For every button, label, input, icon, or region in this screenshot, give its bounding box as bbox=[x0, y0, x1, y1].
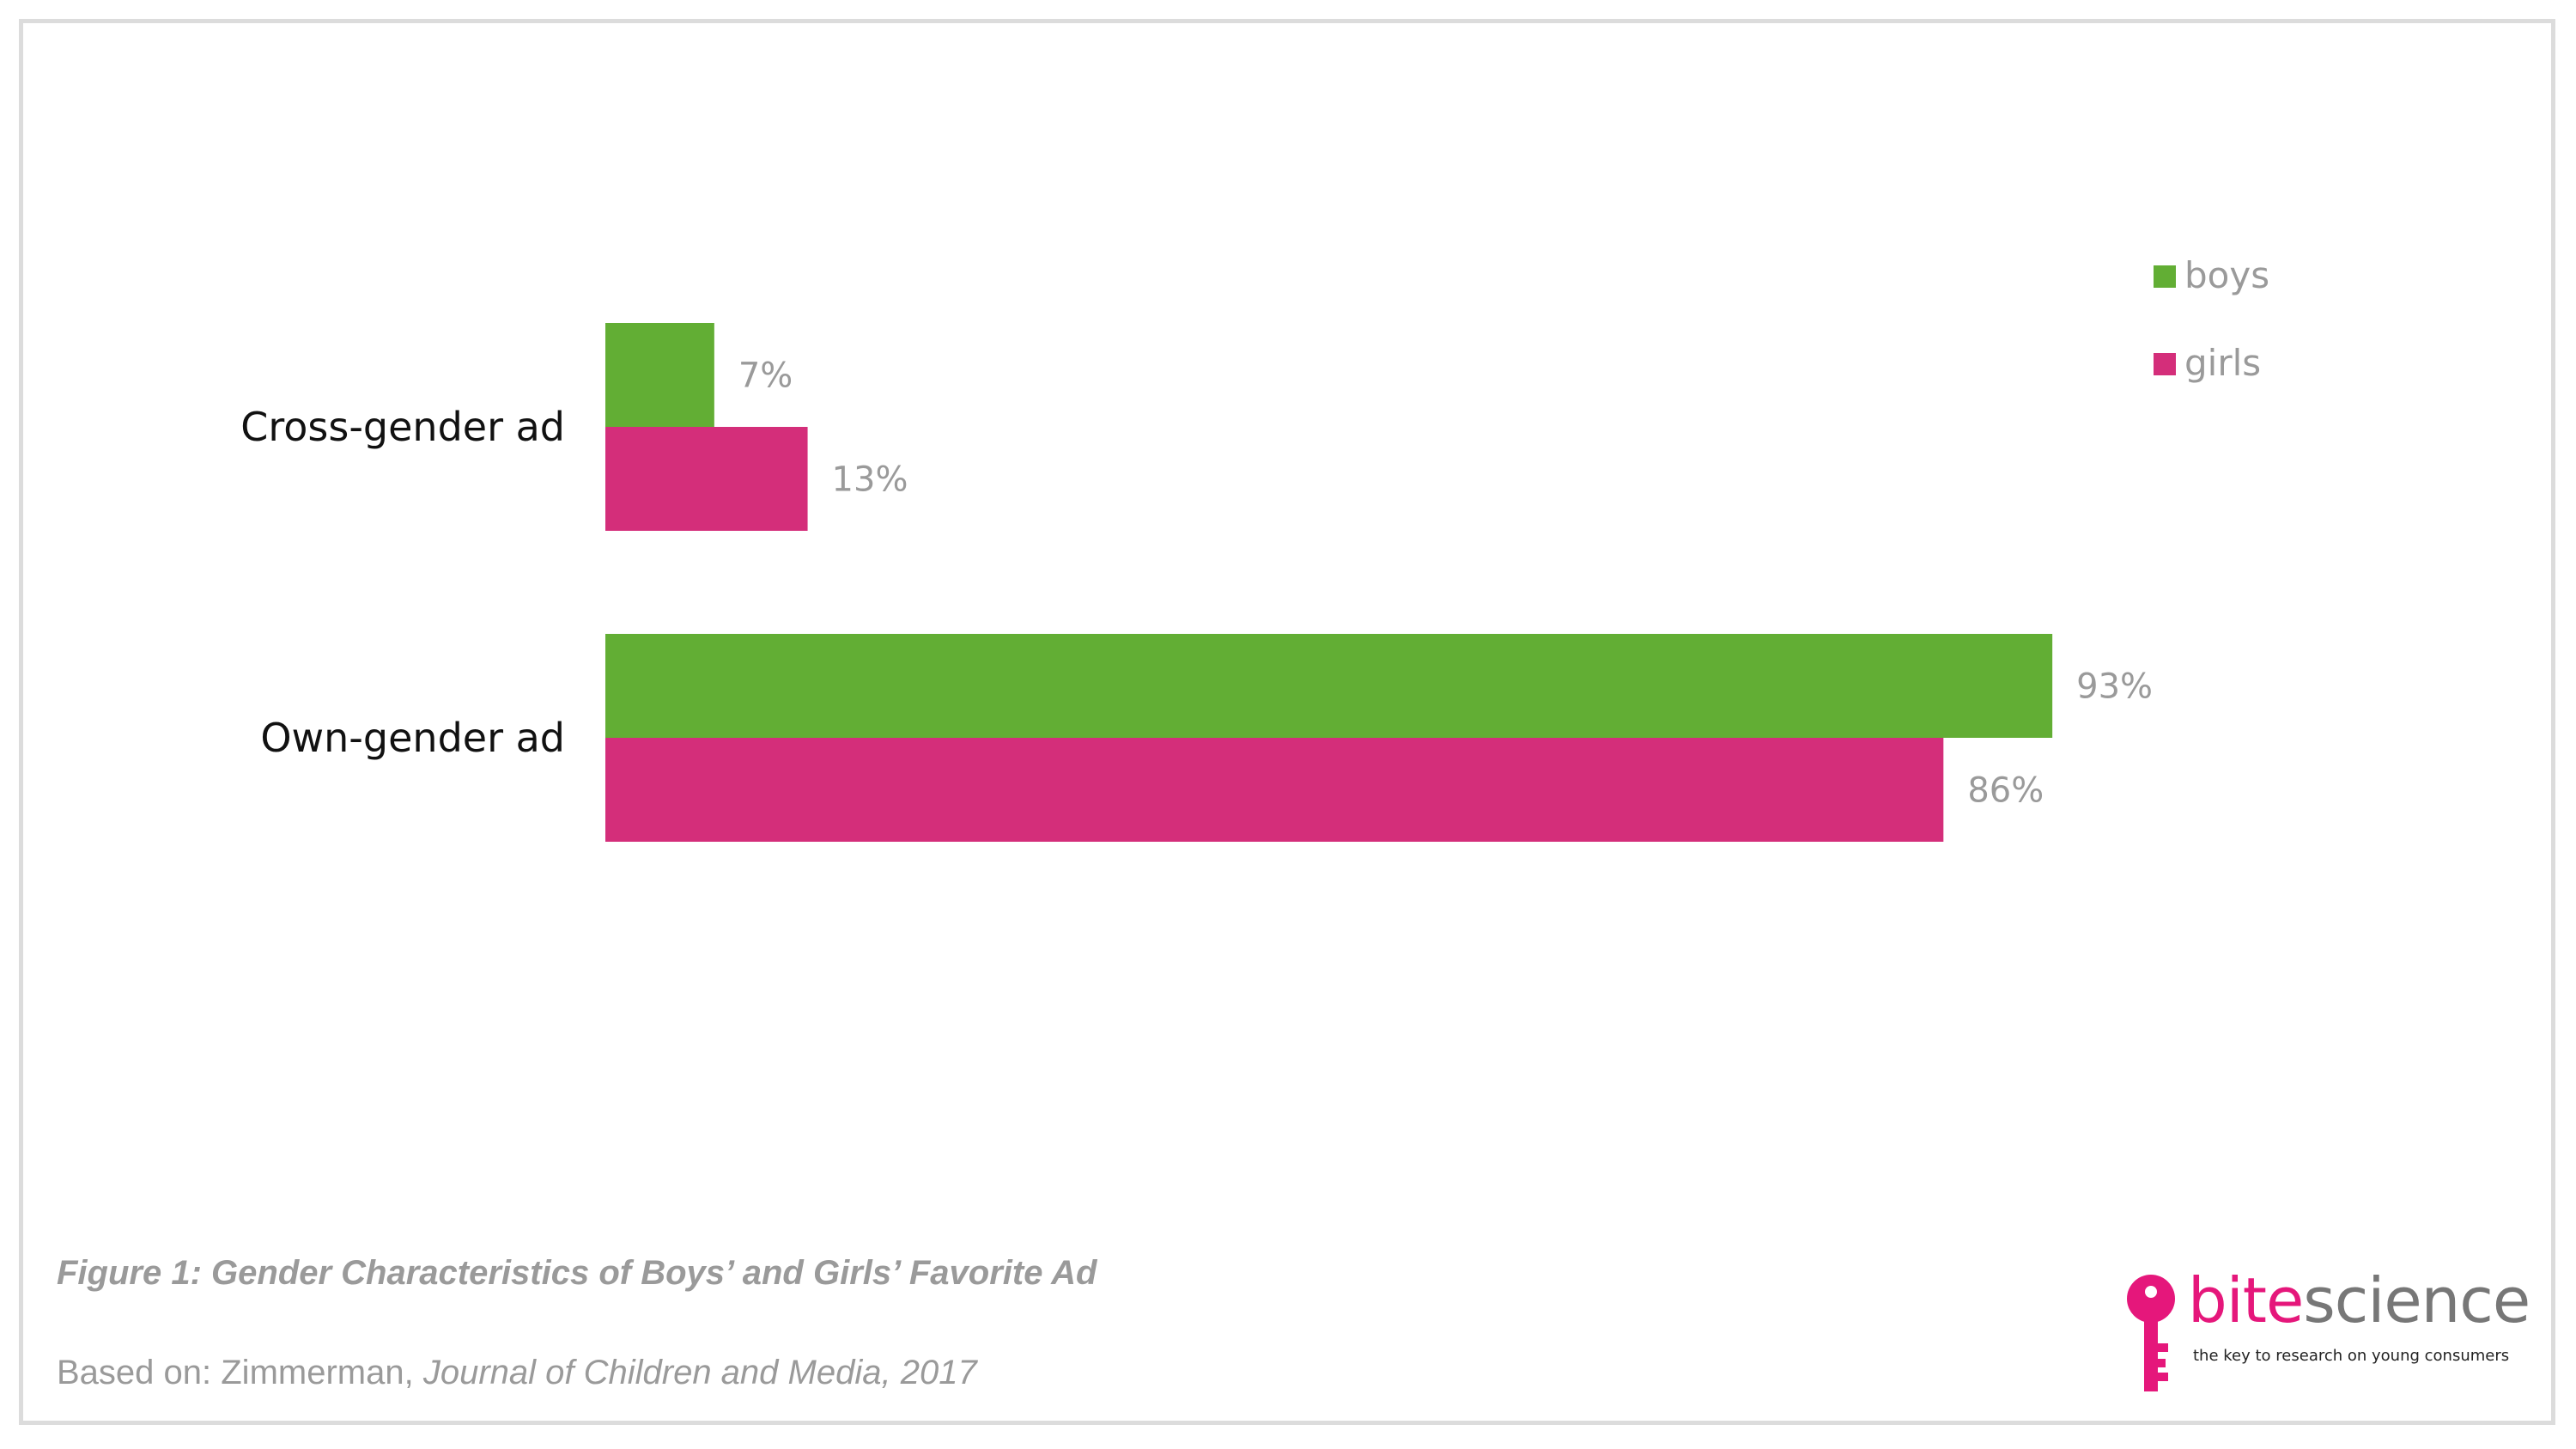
bar-boys-own-gender-ad bbox=[605, 634, 2053, 738]
category-label-cross-gender-ad: Cross-gender ad bbox=[240, 404, 565, 450]
bitescience-logo: bitescience the key to research on young… bbox=[2121, 1264, 2533, 1398]
legend-label-girls: girls bbox=[2184, 342, 2261, 384]
logo-wordmark: bitescience bbox=[2188, 1264, 2530, 1336]
bars-layer bbox=[605, 323, 2053, 842]
legend-swatch-boys bbox=[2154, 265, 2176, 288]
data-label-girls-cross-gender-ad: 13% bbox=[832, 460, 908, 500]
logo-bite: bite bbox=[2188, 1264, 2304, 1336]
source-prefix: Based on: Zimmerman, bbox=[57, 1354, 423, 1391]
legend: boys girls bbox=[2154, 254, 2269, 384]
data-label-boys-cross-gender-ad: 7% bbox=[738, 356, 793, 396]
data-label-boys-own-gender-ad: 93% bbox=[2076, 667, 2153, 707]
data-label-girls-own-gender-ad: 86% bbox=[1967, 771, 2044, 811]
legend-swatch-girls bbox=[2154, 353, 2176, 375]
category-label-own-gender-ad: Own-gender ad bbox=[260, 715, 565, 761]
key-icon bbox=[2127, 1275, 2175, 1391]
source-citation: Based on: Zimmerman, Journal of Children… bbox=[57, 1354, 977, 1392]
logo-science: science bbox=[2303, 1264, 2530, 1336]
labels-layer: Cross-gender ad 7% 13% Own-gender ad 93% 86% bbox=[240, 356, 2153, 811]
bar-girls-own-gender-ad bbox=[605, 738, 1944, 842]
bar-girls-cross-gender-ad bbox=[605, 427, 808, 531]
figure-caption: Figure 1: Gender Characteristics of Boys… bbox=[57, 1254, 1097, 1292]
bar-boys-cross-gender-ad bbox=[605, 323, 714, 427]
legend-label-boys: boys bbox=[2184, 254, 2269, 296]
source-journal: Journal of Children and Media, 2017 bbox=[422, 1354, 977, 1391]
logo-tagline: the key to research on young consumers bbox=[2193, 1347, 2510, 1365]
